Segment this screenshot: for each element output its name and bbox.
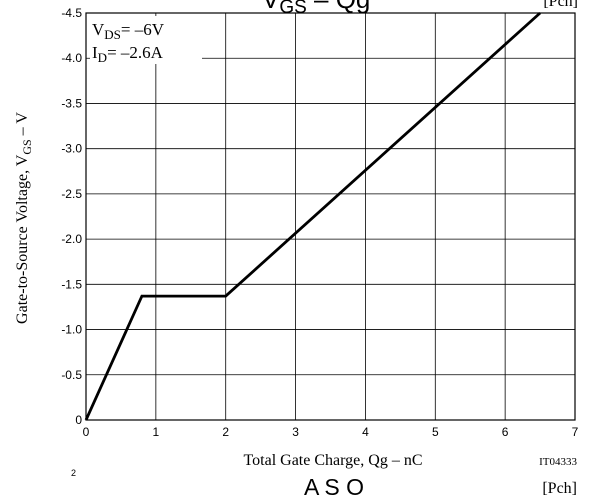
corner-mark: 2 bbox=[71, 468, 76, 478]
pch-bottom-label: [Pch] bbox=[542, 480, 577, 497]
y-tick-label: -2.5 bbox=[61, 187, 82, 201]
figure-id: IT04333 bbox=[539, 456, 577, 468]
series-line bbox=[84, 11, 542, 421]
title-sub: GS bbox=[279, 0, 306, 18]
condition-vds: VDS= –6V bbox=[92, 20, 165, 42]
chart-title: VGS – Qg bbox=[262, 0, 370, 18]
y-tick-label: -0.5 bbox=[61, 368, 82, 382]
x-tick-label: 6 bbox=[502, 425, 509, 439]
x-tick-label: 3 bbox=[292, 425, 299, 439]
y-tick-label: -4.0 bbox=[61, 51, 82, 65]
conditions-box bbox=[90, 16, 202, 64]
x-tick-labels: 0 1 2 3 4 5 6 7 bbox=[83, 425, 579, 439]
grid bbox=[86, 13, 575, 420]
x-tick-label: 5 bbox=[432, 425, 439, 439]
y-tick-label: 0 bbox=[75, 413, 82, 427]
title-v: V bbox=[262, 0, 280, 14]
x-axis-label: Total Gate Charge, Qg – nC bbox=[244, 452, 423, 469]
x-tick-label: 0 bbox=[83, 425, 90, 439]
y-tick-labels: 0 -0.5 -1.0 -1.5 -2.0 -2.5 -3.0 -3.5 -4.0 -4.5 bbox=[61, 6, 82, 427]
y-axis-label: Gate-to-Source Voltage, VGS – V bbox=[14, 112, 34, 324]
x-tick-label: 2 bbox=[222, 425, 229, 439]
y-tick-label: -3.0 bbox=[61, 142, 82, 156]
plot-frame bbox=[85, 12, 576, 421]
y-tick-label: -2.0 bbox=[61, 232, 82, 246]
y-tick-label: -1.5 bbox=[61, 277, 82, 291]
y-tick-label: -1.0 bbox=[61, 323, 82, 337]
x-tick-label: 7 bbox=[572, 425, 579, 439]
y-tick-label: -4.5 bbox=[61, 6, 82, 20]
next-chart-title: A S O bbox=[304, 474, 364, 500]
title-rest: – Qg bbox=[307, 0, 371, 14]
pch-top-label: [Pch] bbox=[543, 0, 578, 10]
y-tick-label: -3.5 bbox=[61, 96, 82, 110]
condition-id: ID= –2.6A bbox=[92, 43, 164, 65]
x-tick-label: 4 bbox=[362, 425, 369, 439]
x-tick-label: 1 bbox=[153, 425, 160, 439]
